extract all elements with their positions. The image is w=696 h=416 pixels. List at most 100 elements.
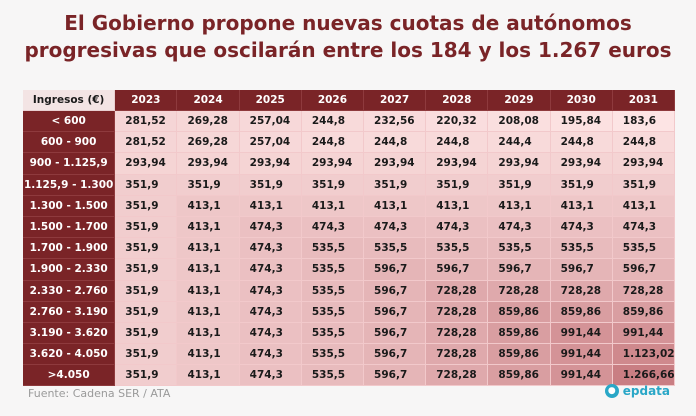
table-cell: 195,84 xyxy=(550,111,613,133)
row-label: 1.500 - 1.700 xyxy=(23,216,116,239)
table-row: 3.620 - 4.050 351,9 413,1 474,3 535,5 596,7 72… xyxy=(23,344,675,366)
table-cell: 535,5 xyxy=(301,322,365,345)
table-cell: 413,1 xyxy=(364,195,427,217)
row-label: 900 - 1.125,9 xyxy=(23,153,116,175)
table-cell: 859,86 xyxy=(488,344,551,366)
table-cell: 728,28 xyxy=(550,280,613,302)
table-cell: 535,5 xyxy=(550,238,613,260)
row-label: 1.125,9 - 1.300 xyxy=(23,174,116,196)
table-cell: 293,94 xyxy=(488,153,551,175)
table-cell: 293,94 xyxy=(426,153,489,175)
brand-logo: ● epdata xyxy=(604,384,670,398)
table-cell: 596,7 xyxy=(364,322,427,345)
table-cell: 413,1 xyxy=(177,259,240,281)
table-cell: 535,5 xyxy=(612,238,675,260)
table-cell: 244,4 xyxy=(488,132,551,154)
table-row: 3.190 - 3.620 351,9 413,1 474,3 535,5 596,7 72… xyxy=(23,322,675,345)
table-cell: 991,44 xyxy=(550,344,613,366)
row-label: >4.050 xyxy=(23,365,116,387)
table-cell: 535,5 xyxy=(488,238,551,260)
table-row: 1.500 - 1.700 351,9 413,1 474,3 474,3 474,3 47… xyxy=(23,216,675,239)
column-header-2029: 2029 xyxy=(488,90,551,111)
table-row: 1.300 - 1.500 351,9 413,1 413,1 413,1 413,1 41… xyxy=(23,195,675,217)
table-cell: 351,9 xyxy=(115,238,178,260)
brand-icon: ● xyxy=(604,384,619,398)
table-cell: 413,1 xyxy=(177,344,240,366)
column-header-2025: 2025 xyxy=(239,90,302,111)
table-body: < 600 281,52 269,28 257,04 244,8 232,56 220,32… xyxy=(23,111,675,387)
table-cell: 351,9 xyxy=(115,301,178,323)
table-cell: 991,44 xyxy=(550,322,613,345)
table-cell: 535,5 xyxy=(301,301,365,323)
table-cell: 859,86 xyxy=(488,365,551,387)
table-row: 1.125,9 - 1.300 351,9 351,9 351,9 351,9 351,9… xyxy=(23,174,675,196)
table-cell: 244,8 xyxy=(426,132,489,154)
table-cell: 413,1 xyxy=(301,195,365,217)
table-cell: 535,5 xyxy=(301,344,365,366)
table-cell: 351,9 xyxy=(115,259,178,281)
row-label: 1.900 - 2.330 xyxy=(23,259,116,281)
table-cell: 293,94 xyxy=(115,153,178,175)
table-cell: 535,5 xyxy=(301,259,365,281)
table-cell: 596,7 xyxy=(364,365,427,387)
table-cell: 351,9 xyxy=(612,174,675,196)
table-cell: 991,44 xyxy=(550,365,613,387)
row-label: 2.330 - 2.760 xyxy=(23,280,116,302)
row-label: 3.190 - 3.620 xyxy=(23,322,116,345)
table-cell: 413,1 xyxy=(426,195,489,217)
table-cell: 293,94 xyxy=(612,153,675,175)
table-cell: 351,9 xyxy=(115,322,178,345)
brand-name: epdata xyxy=(622,384,670,398)
table-cell: 859,86 xyxy=(488,322,551,345)
table-cell: 728,28 xyxy=(426,322,489,345)
table-cell: 535,5 xyxy=(301,365,365,387)
table-cell: 728,28 xyxy=(612,280,675,302)
table-cell: 474,3 xyxy=(239,238,302,260)
table-cell: 208,08 xyxy=(488,111,551,133)
table-cell: 596,7 xyxy=(364,259,427,281)
table-cell: 351,9 xyxy=(115,344,178,366)
table-cell: 351,9 xyxy=(115,280,178,302)
table-cell: 535,5 xyxy=(301,280,365,302)
table-cell: 413,1 xyxy=(550,195,613,217)
table-cell: 728,28 xyxy=(426,365,489,387)
table-row: 2.760 - 3.190 351,9 413,1 474,3 535,5 596,7 72… xyxy=(23,301,675,323)
table-cell: 269,28 xyxy=(177,111,240,133)
table-cell: 413,1 xyxy=(177,195,240,217)
table-cell: 596,7 xyxy=(364,280,427,302)
table-cell: 244,8 xyxy=(612,132,675,154)
table-cell: 413,1 xyxy=(177,322,240,345)
table-cell: 728,28 xyxy=(488,280,551,302)
table-cell: 351,9 xyxy=(488,174,551,196)
quota-table: Ingresos (€) 2023 2024 2025 2026 2027 2028 202… xyxy=(23,90,675,387)
table-cell: 351,9 xyxy=(115,195,178,217)
chart-title-line-2: progresivas que oscilarán entre los 184 … xyxy=(24,38,672,62)
table-cell: 351,9 xyxy=(426,174,489,196)
column-header-2027: 2027 xyxy=(364,90,427,111)
row-header-label: Ingresos (€) xyxy=(23,90,116,111)
table-cell: 413,1 xyxy=(488,195,551,217)
table-cell: 257,04 xyxy=(239,132,302,154)
table-cell: 474,3 xyxy=(239,322,302,345)
table-cell: 293,94 xyxy=(550,153,613,175)
table-cell: 728,28 xyxy=(426,280,489,302)
source-note: Fuente: Cadena SER / ATA xyxy=(28,387,171,400)
table-cell: 474,3 xyxy=(301,216,365,239)
table-cell: 1.266,66 xyxy=(612,365,675,387)
table-cell: 859,86 xyxy=(612,301,675,323)
row-label: < 600 xyxy=(23,111,116,133)
column-header-2028: 2028 xyxy=(426,90,489,111)
table-cell: 351,9 xyxy=(177,174,240,196)
table-cell: 535,5 xyxy=(364,238,427,260)
table-cell: 474,3 xyxy=(239,344,302,366)
table-cell: 596,7 xyxy=(612,259,675,281)
table-cell: 293,94 xyxy=(301,153,365,175)
table-cell: 474,3 xyxy=(364,216,427,239)
table-cell: 269,28 xyxy=(177,132,240,154)
row-label: 600 - 900 xyxy=(23,132,116,154)
table-cell: 1.123,02 xyxy=(612,344,675,366)
chart-title: El Gobierno propone nuevas cuotas de aut… xyxy=(0,10,696,64)
table-cell: 535,5 xyxy=(301,238,365,260)
table-cell: 474,3 xyxy=(488,216,551,239)
table-cell: 257,04 xyxy=(239,111,302,133)
